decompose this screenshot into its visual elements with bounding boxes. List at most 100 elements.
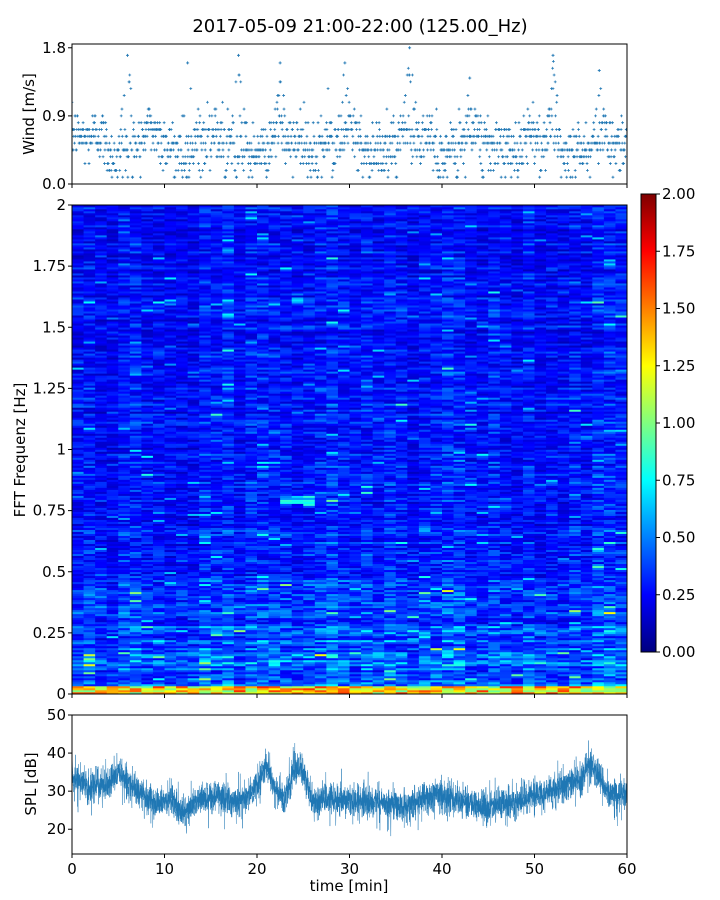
- spectrogram-cell: [349, 631, 362, 635]
- spectrogram-cell: [222, 647, 235, 651]
- spectrogram-cell: [233, 623, 246, 627]
- spectrogram-cell: [395, 577, 408, 581]
- spectrogram-cell: [233, 679, 246, 683]
- spectrogram-cell: [418, 679, 431, 683]
- wind-point: [110, 175, 114, 179]
- spectrogram-cell: [453, 587, 466, 591]
- spectrogram-cell: [488, 663, 501, 667]
- spectrogram-cell: [152, 607, 165, 611]
- spectrogram-cell: [615, 611, 627, 615]
- spectrogram-cell: [418, 591, 431, 595]
- spectrogram-cell: [453, 629, 466, 633]
- spectrogram-cell: [314, 567, 327, 571]
- spectrogram-cell: [361, 599, 374, 603]
- spectrogram-cell: [557, 607, 570, 611]
- spectrogram-cell: [337, 583, 350, 587]
- spectrogram-cell: [384, 639, 397, 643]
- spectrogram-cell: [592, 649, 605, 653]
- spectrogram-cell: [603, 629, 616, 633]
- spectrogram-cell: [268, 573, 281, 577]
- spectrogram-cell: [511, 617, 524, 621]
- spectrogram-cell: [546, 609, 559, 613]
- spectrogram-cell: [233, 677, 246, 681]
- spectrogram-cell: [326, 637, 339, 641]
- spectrogram-cell: [349, 619, 362, 623]
- spectrogram-cell: [488, 623, 501, 627]
- spectrogram-cell: [337, 679, 350, 683]
- spectrogram-cell: [129, 663, 142, 667]
- spectrogram-cell: [557, 583, 570, 587]
- spectrogram-cell: [407, 643, 420, 647]
- spectrogram-cell: [141, 567, 154, 571]
- spectrogram-cell: [488, 625, 501, 629]
- wind-point: [204, 141, 207, 145]
- spectrogram-cell: [407, 667, 420, 671]
- spectrogram-cell: [303, 621, 316, 625]
- spectrogram-cell: [557, 687, 570, 691]
- spectrogram-cell: [349, 649, 362, 653]
- spectrogram-cell: [615, 637, 627, 641]
- spectrogram-cell: [534, 601, 547, 605]
- spectrogram-cell: [499, 575, 512, 579]
- wind-point: [524, 155, 528, 159]
- spectrogram-cell: [488, 685, 501, 689]
- wind-point: [181, 175, 185, 179]
- spectrogram-cell: [615, 595, 627, 599]
- spectrogram-cell: [395, 663, 408, 667]
- spectrogram-cell: [257, 559, 269, 563]
- spectrogram-cell: [384, 599, 397, 603]
- spectrogram-cell: [280, 683, 293, 687]
- wind-point: [263, 155, 267, 159]
- spectrogram-cell: [499, 593, 512, 597]
- spectrogram-cell: [164, 583, 177, 587]
- spectrogram-cell: [361, 657, 374, 661]
- spectrogram-cell: [603, 653, 616, 657]
- wind-point: [435, 107, 438, 111]
- spectrogram-cell: [522, 571, 535, 575]
- spectrogram-cell: [569, 685, 582, 689]
- spectrogram-cell: [546, 689, 559, 693]
- spectrogram-cell: [303, 605, 316, 609]
- wind-point: [556, 134, 559, 138]
- spectrogram-cell: [430, 635, 443, 639]
- spectrogram-cell: [546, 591, 559, 595]
- spectrogram-cell: [129, 581, 142, 585]
- wind-point: [290, 141, 294, 145]
- wind-point: [104, 121, 108, 125]
- spectrogram-cell: [245, 551, 258, 555]
- spectrogram-cell: [418, 597, 431, 601]
- spectrogram-cell: [268, 675, 281, 679]
- spectrogram-cell: [118, 571, 131, 575]
- spectrogram-cell: [257, 611, 269, 615]
- spectrogram-cell: [268, 575, 281, 579]
- spectrogram-cell: [83, 641, 96, 645]
- spectrogram-cell: [83, 605, 96, 609]
- spectrogram-cell: [164, 577, 177, 581]
- spectrogram-cell: [210, 627, 223, 631]
- spectrogram-cell: [72, 547, 84, 550]
- spectrogram-cell: [210, 567, 223, 571]
- spectrogram-cell: [557, 581, 570, 585]
- spectrogram-cell: [164, 559, 177, 563]
- spectrogram-cell: [384, 555, 397, 559]
- wind-point: [594, 107, 598, 111]
- wind-point: [351, 114, 355, 118]
- spectrogram-cell: [337, 611, 350, 615]
- spectrogram-cell: [199, 615, 212, 619]
- spectrogram-cell: [522, 615, 535, 619]
- spectrogram-cell: [615, 623, 627, 627]
- spectrogram-cell: [592, 673, 605, 677]
- spectrogram-cell: [476, 603, 489, 607]
- spectrogram-cell: [83, 677, 96, 681]
- spectrogram-cell: [72, 647, 84, 651]
- wind-point: [255, 162, 259, 165]
- spectrogram-cell: [337, 593, 350, 597]
- spectrogram-cell: [326, 591, 339, 595]
- wind-point: [462, 162, 465, 165]
- spectrogram-cell: [129, 685, 142, 689]
- spectrogram-cell: [118, 605, 131, 609]
- spectrogram-cell: [442, 661, 454, 665]
- spectrogram-cell: [314, 571, 327, 575]
- spectrogram-cell: [546, 675, 559, 679]
- spectrogram-cell: [384, 551, 397, 555]
